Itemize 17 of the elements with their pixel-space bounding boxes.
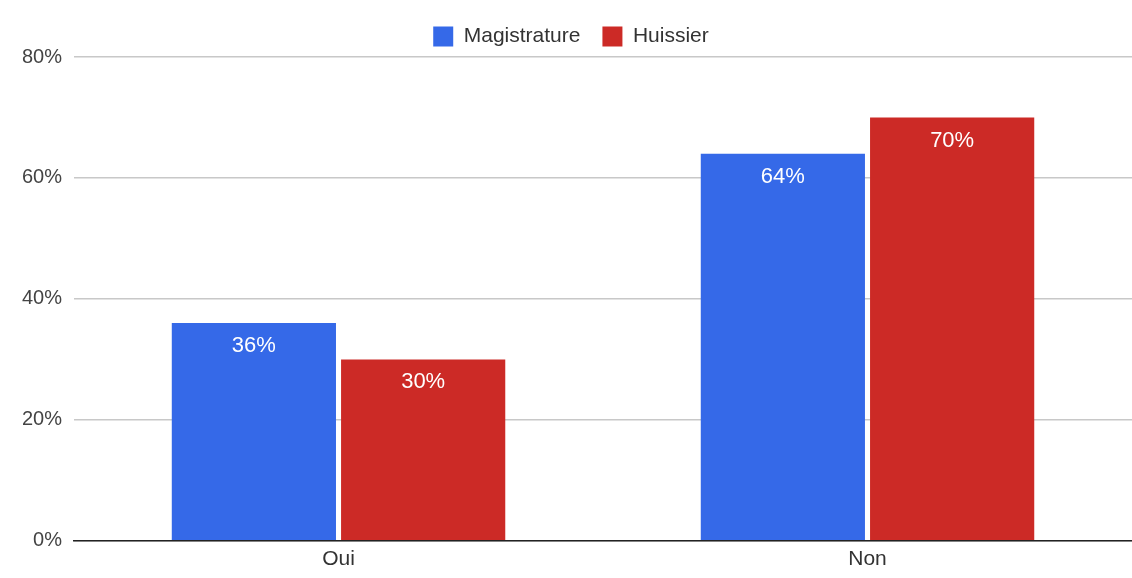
legend-label: Huissier [632,23,709,47]
data-label: 64% [760,162,805,188]
data-label: 30% [401,368,446,394]
y-tick-label: 80% [22,44,63,67]
y-tick-label: 0% [33,528,63,551]
y-tick-label: 60% [22,165,63,188]
bar [700,153,865,541]
bar [870,117,1035,541]
x-tick-label: Non [848,546,887,570]
data-label: 36% [231,332,276,358]
y-tick-label: 20% [22,407,63,430]
bar [171,323,336,541]
data-label: 70% [930,126,975,152]
y-tick-label: 40% [22,286,63,309]
legend-label: Magistrature [463,23,581,47]
bar [341,359,506,541]
x-tick-label: Oui [322,546,355,570]
